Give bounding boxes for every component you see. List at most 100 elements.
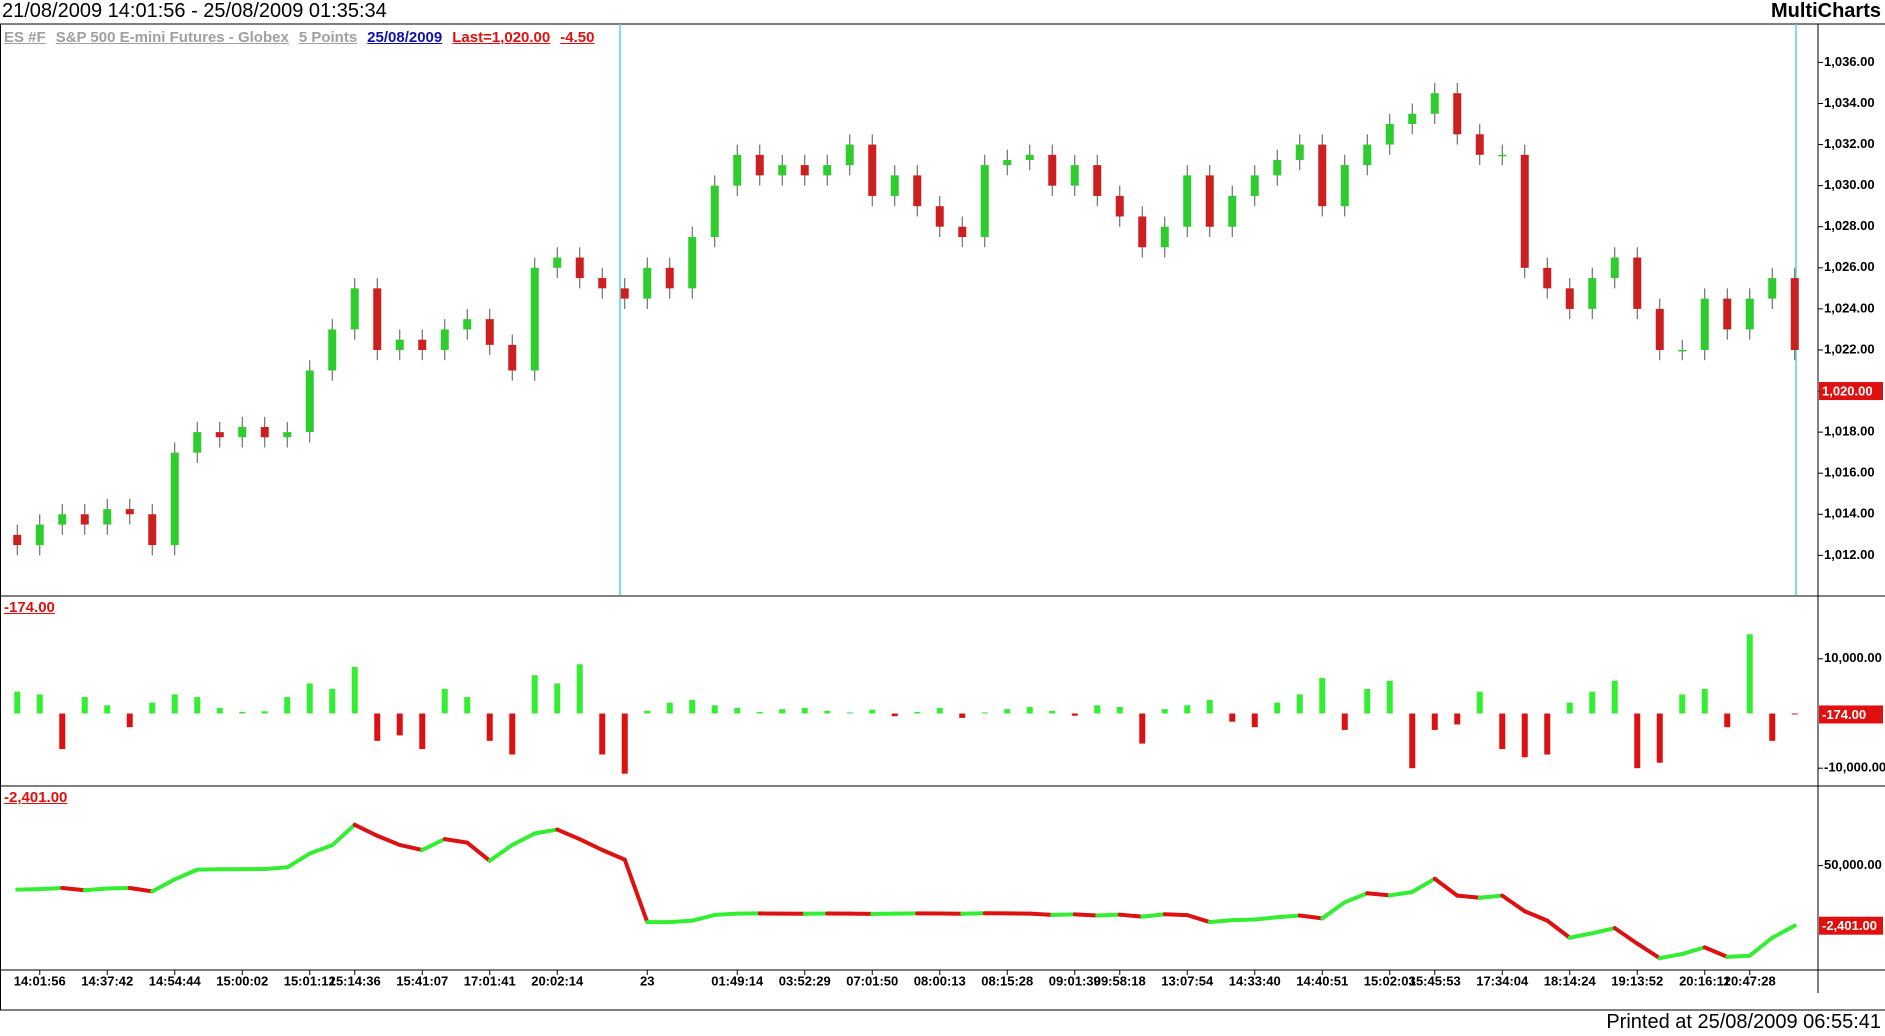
- candle-body: [598, 278, 607, 289]
- bar: [1611, 680, 1618, 714]
- bar: [1206, 699, 1213, 714]
- y-tick-label: 10,000.00: [1824, 650, 1882, 665]
- candle-body: [575, 257, 584, 279]
- bar: [1296, 694, 1303, 714]
- line-segment: [1342, 891, 1370, 905]
- last-value-marker: [1819, 382, 1883, 401]
- candle-body: [1610, 257, 1619, 279]
- line-segment: [105, 885, 132, 891]
- candle-body: [1453, 93, 1462, 135]
- line-segment: [1185, 913, 1212, 925]
- symbol: ES #F: [4, 29, 46, 46]
- candle-body: [1115, 195, 1124, 217]
- x-tick-label: 19:13:52: [1611, 973, 1663, 988]
- candle-body: [305, 370, 314, 433]
- bar: [1701, 688, 1708, 714]
- candle-body: [935, 206, 944, 227]
- candle-body: [1678, 349, 1687, 352]
- bar: [554, 683, 561, 714]
- bar: [1589, 691, 1596, 714]
- line-segment: [1050, 912, 1077, 917]
- x-tick-label: 20:02:14: [531, 973, 584, 988]
- last-value-label: -174.00: [1822, 707, 1866, 722]
- bar: [1004, 709, 1011, 714]
- x-tick-label: 01:49:14: [711, 973, 764, 988]
- legend: ES #F S&P 500 E-mini Futures - Globex 5 …: [4, 29, 594, 46]
- y-tick-label: 1,032.00: [1824, 136, 1875, 151]
- bar: [1656, 713, 1663, 763]
- bar: [1341, 713, 1348, 730]
- bar: [1116, 706, 1123, 714]
- x-tick-label: 18:14:24: [1544, 973, 1597, 988]
- y-tick-label: -10,000.00: [1824, 760, 1885, 775]
- bar: [1161, 709, 1168, 714]
- y-tick-label: 1,026.00: [1824, 259, 1875, 274]
- bar: [1521, 713, 1528, 758]
- line-segment: [1702, 945, 1730, 959]
- line-segment: [1410, 876, 1437, 894]
- bar: [576, 664, 583, 714]
- bar: [149, 702, 156, 714]
- candle-body: [1318, 144, 1327, 207]
- line-segment: [1365, 891, 1392, 898]
- candle-body: [980, 165, 989, 237]
- candle-body: [1048, 154, 1057, 186]
- x-tick-label: 15:00:02: [216, 973, 268, 988]
- bar: [1476, 691, 1483, 714]
- y-tick-label: 1,028.00: [1824, 218, 1875, 233]
- bar: [1094, 705, 1101, 714]
- line-segment: [150, 877, 177, 894]
- last-value-marker: [1819, 705, 1883, 724]
- y-tick-label: 50,000.00: [1824, 857, 1882, 872]
- candle-body: [238, 426, 247, 438]
- date-range: 21/08/2009 14:01:56 - 25/08/2009 01:35:3…: [2, 0, 387, 22]
- last-price: Last=1,020.00: [452, 29, 551, 46]
- candle-body: [1070, 165, 1079, 186]
- candle-body: [845, 144, 854, 166]
- candle-body: [418, 339, 427, 350]
- bar: [869, 709, 876, 714]
- bar: [621, 713, 628, 774]
- candle-body: [1745, 298, 1754, 330]
- x-tick-label: 03:52:29: [779, 973, 831, 988]
- candle-body: [193, 432, 202, 453]
- bar: [1724, 713, 1731, 728]
- print-time: Printed at 25/08/2009 06:55:41: [1606, 1011, 1881, 1033]
- bar: [824, 710, 831, 714]
- line-segment: [442, 837, 470, 845]
- candle-body: [373, 288, 382, 350]
- candle-body: [13, 534, 22, 546]
- bar: [666, 702, 673, 714]
- bar: [59, 713, 66, 750]
- x-tick-label: 15:01:12: [284, 973, 336, 988]
- line-segment: [1140, 912, 1167, 919]
- bar: [464, 697, 471, 714]
- candle-body: [485, 319, 494, 345]
- bar: [216, 708, 223, 714]
- last-value-marker: [1819, 916, 1883, 935]
- bar: [329, 688, 336, 714]
- candle-body: [1250, 175, 1259, 196]
- bar: [711, 705, 718, 714]
- date: 25/08/2009: [367, 29, 443, 46]
- description: S&P 500 E-mini Futures - Globex: [55, 29, 289, 46]
- line-segment: [352, 822, 380, 838]
- candle-body: [1588, 278, 1597, 309]
- line-segment: [1072, 912, 1100, 918]
- change: -4.50: [560, 29, 595, 46]
- candle-body: [1700, 298, 1709, 350]
- candle-body: [1183, 175, 1192, 227]
- candle-body: [710, 185, 719, 237]
- line-segment: [1770, 923, 1797, 940]
- candle-body: [1295, 144, 1304, 160]
- line-segment: [37, 885, 65, 892]
- candle-body: [35, 524, 44, 546]
- x-tick-label: 14:54:44: [149, 973, 202, 988]
- last-value-label: -2,401.00: [1822, 918, 1877, 933]
- y-tick-label: 1,036.00: [1824, 54, 1875, 69]
- candle-body: [1408, 113, 1417, 125]
- y-tick-label: 1,034.00: [1824, 95, 1875, 110]
- bar: [194, 697, 201, 714]
- line-segment: [82, 886, 110, 893]
- candle-body: [823, 165, 832, 176]
